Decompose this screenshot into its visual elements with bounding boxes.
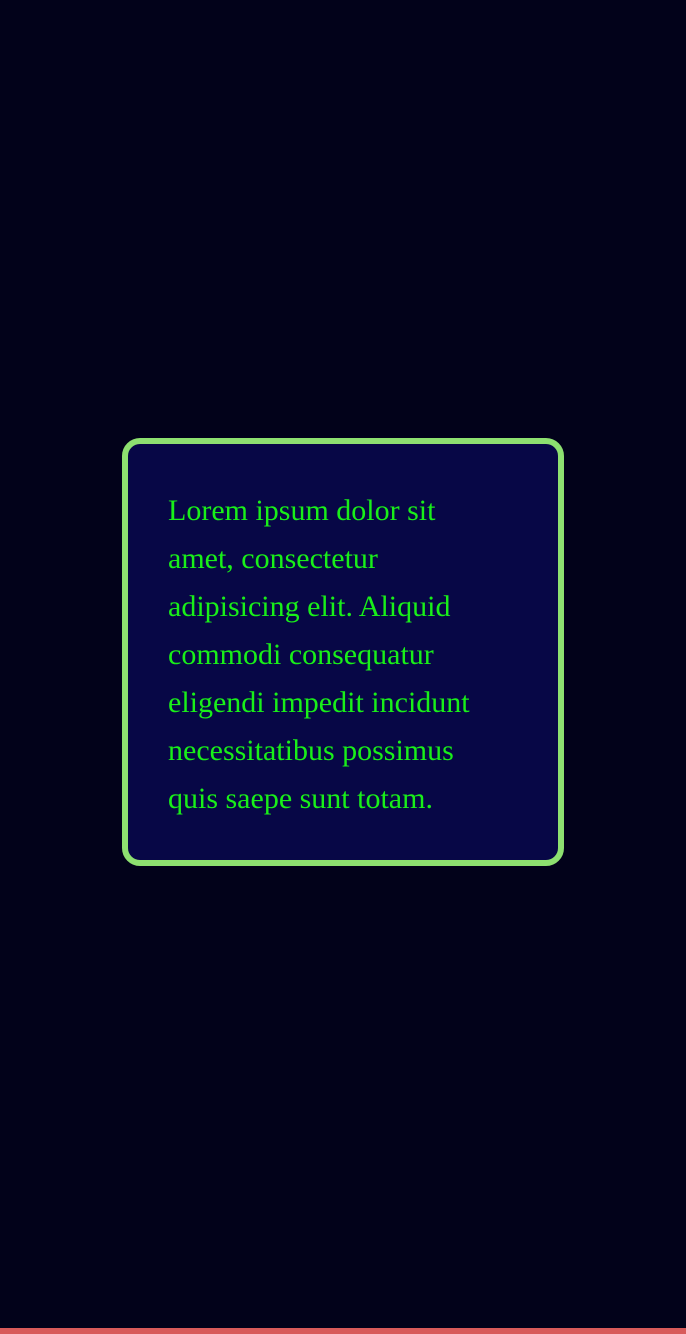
- text-card: Lorem ipsum dolor sit amet, consectetur …: [122, 438, 564, 866]
- bottom-bar: [0, 1328, 686, 1334]
- card-text: Lorem ipsum dolor sit amet, consectetur …: [168, 494, 470, 815]
